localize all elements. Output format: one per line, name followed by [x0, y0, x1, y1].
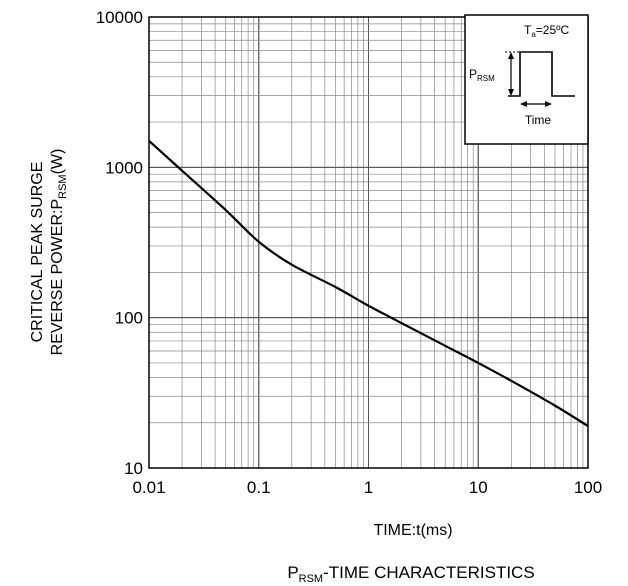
- y-tick-label: 10000: [96, 8, 143, 27]
- y-axis-label-line1: CRITICAL PEAK SURGE: [29, 162, 46, 343]
- pulse-waveform: [508, 51, 575, 97]
- series-line: [148, 140, 589, 428]
- y-axis-label-line2: REVERSE POWER:PRSM(W): [49, 149, 69, 356]
- x-tick-label: 1: [364, 478, 373, 497]
- y-tick-label: 10: [124, 459, 143, 478]
- arrow-right-icon: [545, 101, 552, 107]
- x-tick-label: 100: [574, 478, 602, 497]
- pulse-inset: Ta=25ºC PRSM Time: [464, 14, 589, 145]
- inset-condition: Ta=25ºC: [524, 23, 570, 39]
- arrow-down-icon: [508, 89, 514, 96]
- grid: [148, 16, 589, 469]
- x-tick-label: 0.1: [247, 478, 271, 497]
- arrow-up-icon: [508, 52, 514, 59]
- inset-time-label: Time: [525, 113, 552, 127]
- x-tick-label: 0.01: [132, 478, 165, 497]
- inset-frame: [464, 14, 589, 145]
- inset-pulse-label: PRSM: [469, 67, 495, 83]
- y-tick-label: 100: [115, 309, 143, 328]
- x-tick-label: 10: [469, 478, 488, 497]
- y-tick-label: 1000: [105, 158, 143, 177]
- y-axis-label: CRITICAL PEAK SURGE REVERSE POWER:PRSM(W…: [29, 149, 69, 356]
- x-tick-labels: 0.01 0.1 1 10 100: [132, 478, 602, 497]
- chart-title: PRSM-TIME CHARACTERISTICS: [287, 563, 534, 585]
- x-axis-label: TIME:t(ms): [373, 522, 452, 539]
- y-tick-labels: 10 100 1000 10000: [96, 8, 143, 478]
- plot-frame: [148, 16, 589, 469]
- arrow-left-icon: [520, 101, 527, 107]
